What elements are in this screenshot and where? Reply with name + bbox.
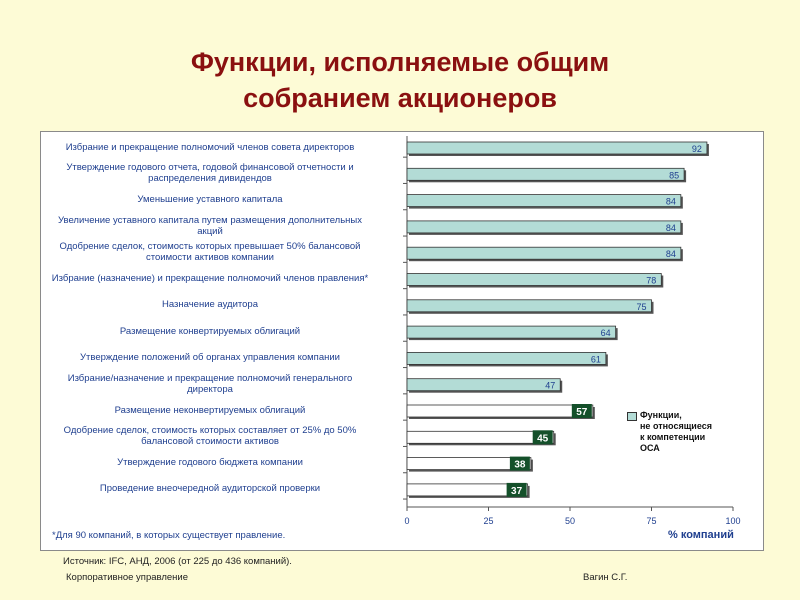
category-label: Утверждение положений об органах управле… — [80, 351, 340, 363]
category-label: Увеличение уставного капитала путем разм… — [58, 214, 362, 237]
x-axis-label: % компаний — [668, 529, 734, 541]
bar — [406, 141, 708, 155]
value-label: 78 — [646, 276, 656, 286]
category-label: Проведение внеочередной аудиторской пров… — [99, 483, 321, 495]
category-label: Уменьшение уставного капитала — [137, 194, 283, 206]
value-label-bg — [509, 456, 530, 471]
value-label: 84 — [666, 223, 676, 233]
value-label: 57 — [576, 407, 588, 418]
value-label: 37 — [511, 486, 523, 497]
category-label: Избрание и прекращение полномочий членов… — [65, 141, 355, 153]
footer-author: Вагин С.Г. — [583, 572, 628, 583]
chart-panel: 0 25 50 75 100 92 85 84 84 84 78 75 64 61 47 57 45 38 37 — [40, 131, 764, 551]
x-tick-label: 50 — [565, 516, 575, 526]
value-label-bg — [532, 430, 553, 445]
legend-line: ОСА — [640, 443, 660, 453]
slide-title-line2: собранием акционеров — [243, 83, 557, 113]
value-label: 84 — [666, 197, 676, 207]
value-label: 61 — [591, 354, 601, 364]
value-label: 45 — [537, 433, 549, 444]
footer-left: Корпоративное управление — [66, 572, 188, 583]
category-label: Избрание/назначение и прекращение полном… — [67, 372, 353, 395]
chart-footnote: *Для 90 компаний, в которых существует п… — [52, 530, 286, 541]
x-tick-label: 0 — [404, 516, 409, 526]
bar — [406, 351, 607, 365]
legend-line: Функции, — [640, 410, 682, 420]
bar — [406, 220, 682, 234]
slide-title: Функции, исполняемые общим собранием акц… — [0, 44, 800, 116]
bar — [406, 273, 662, 286]
value-label: 92 — [692, 144, 702, 154]
slide-title-line1: Функции, исполняемые общим — [190, 47, 610, 77]
value-label-bg — [571, 404, 592, 418]
bar-chart: 0 25 50 75 100 92 85 84 84 84 78 75 64 61 47 57 45 38 37 — [403, 136, 741, 526]
x-tick-label: 100 — [725, 516, 740, 526]
value-label: 47 — [545, 381, 555, 391]
bar — [406, 378, 561, 392]
category-label: Размещение неконвертируемых облигаций — [114, 404, 306, 416]
source-note: Источник: IFC, АНД, 2006 (от 225 до 436 … — [63, 556, 292, 567]
bar — [406, 246, 682, 260]
legend-line: к компетенции — [640, 432, 706, 442]
value-label: 64 — [601, 328, 611, 338]
legend-swatch — [627, 412, 637, 421]
bar — [406, 299, 652, 313]
value-label: 84 — [666, 249, 676, 259]
category-label: Назначение аудитора — [162, 299, 258, 311]
category-label: Утверждение годового бюджета компании — [117, 457, 303, 469]
category-label: Избрание (назначение) и прекращение полн… — [51, 273, 369, 284]
value-label: 38 — [514, 460, 526, 471]
bar — [406, 167, 685, 181]
legend-text: Функции, не относящиеся к компетенции ОС… — [640, 410, 747, 454]
category-label: Одобрение сделок, стоимость которых сост… — [63, 425, 357, 448]
legend-line: не относящиеся — [640, 421, 712, 431]
bar — [406, 404, 594, 418]
bar — [406, 457, 532, 471]
category-label: Утверждение годового отчета, годовой фин… — [66, 162, 354, 185]
category-label: Одобрение сделок, стоимость которых прев… — [59, 241, 361, 264]
value-label: 75 — [636, 302, 646, 312]
chart-legend: Функции, не относящиеся к компетенции ОС… — [627, 410, 747, 454]
value-label: 85 — [669, 170, 679, 180]
x-tick-label: 25 — [483, 516, 493, 526]
bar — [406, 325, 617, 339]
bar — [406, 483, 529, 497]
category-label: Размещение конвертируемых облигаций — [119, 325, 301, 337]
value-label-bg — [506, 482, 527, 497]
bar — [406, 194, 682, 207]
x-tick-label: 75 — [646, 516, 656, 526]
bar — [406, 430, 555, 444]
